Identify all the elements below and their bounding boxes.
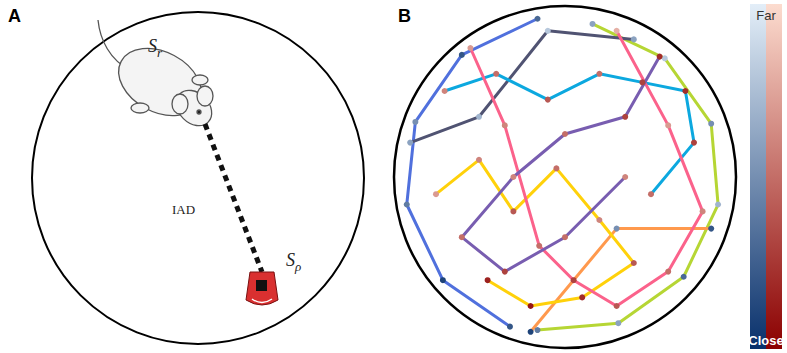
svg-text:A: A [8,6,21,26]
svg-text:B: B [398,6,411,26]
svg-text:IAD: IAD [172,202,195,217]
svg-text:Sr: Sr [148,36,163,60]
svg-text:Far: Far [756,8,776,23]
svg-text:Sρ: Sρ [286,250,301,274]
svg-text:Close: Close [748,333,783,348]
